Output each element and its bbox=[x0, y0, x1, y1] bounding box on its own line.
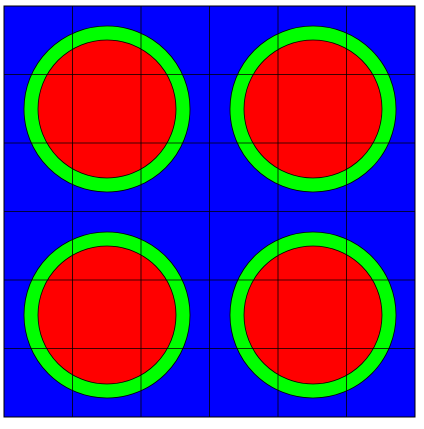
fuel-disk-bottom-left bbox=[37, 245, 177, 385]
lattice-border bbox=[3, 5, 416, 418]
fuel-disk-top-left bbox=[37, 39, 177, 179]
fuel-disk-top-right bbox=[243, 39, 383, 179]
fuel-disk-bottom-right bbox=[243, 245, 383, 385]
mesh-grid bbox=[4, 6, 415, 417]
